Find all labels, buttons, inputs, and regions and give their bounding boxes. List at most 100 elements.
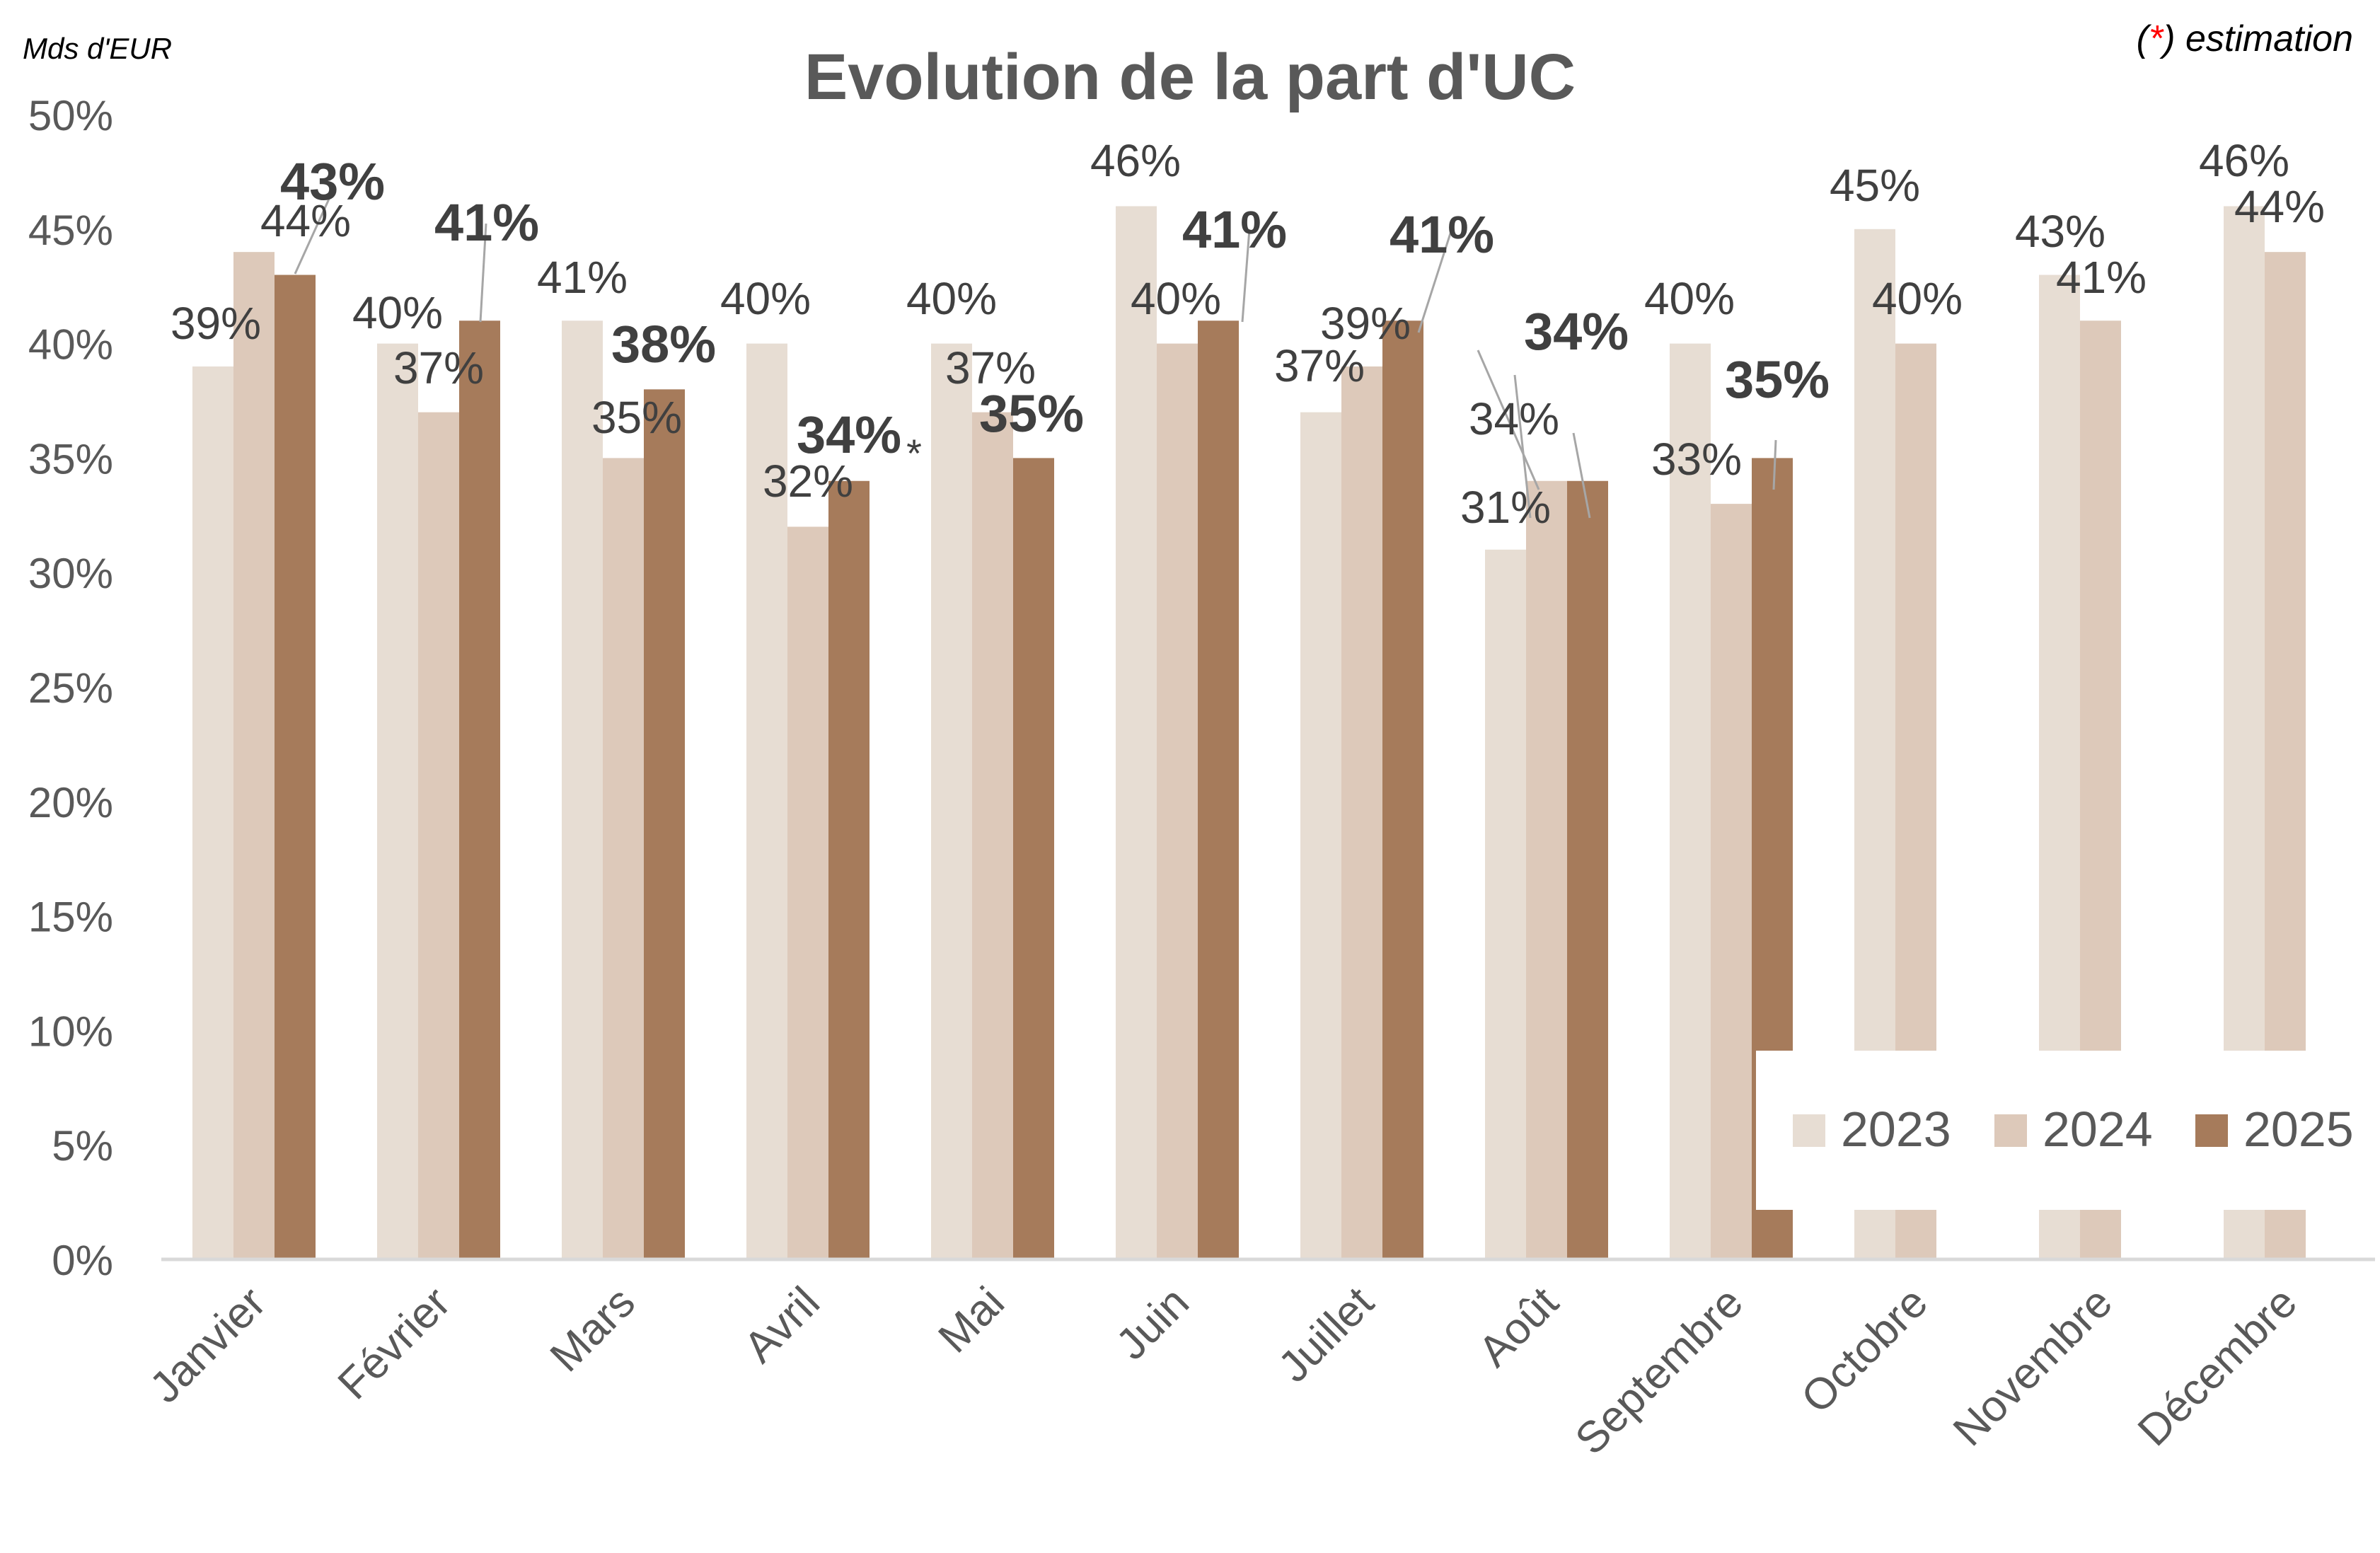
bar-2023: [746, 343, 787, 1260]
leader-line: [1417, 233, 1452, 333]
data-label-2024: 34%: [1469, 393, 1559, 444]
bar-2023: [562, 321, 603, 1259]
bar-2025: [1567, 480, 1608, 1259]
data-label-2023: 43%: [2015, 206, 2105, 257]
leader-line: [1513, 374, 1532, 519]
data-label-2025: 41%: [1182, 200, 1287, 259]
data-label-2024: 39%: [1320, 298, 1411, 349]
leader-line: [1241, 229, 1251, 323]
bar-group-6: [1300, 321, 1423, 1260]
data-label-2024: 44%: [2234, 181, 2325, 232]
data-label-2023: 37%: [1274, 340, 1365, 391]
y-tick-label: 45%: [28, 207, 113, 254]
legend-item-2024: 2024: [1994, 1102, 2153, 1157]
bar-2024: [1157, 343, 1198, 1260]
x-tick-label: Mars: [541, 1278, 645, 1381]
bar-2023: [931, 343, 972, 1260]
data-label-2023: 40%: [352, 287, 443, 338]
leader-line: [1572, 432, 1591, 519]
data-label-2024: 40%: [1131, 273, 1221, 324]
data-label-2024: 40%: [1872, 273, 1963, 324]
bar-2023: [377, 343, 418, 1260]
data-label-2024: 37%: [945, 342, 1036, 393]
bar-2024: [233, 252, 275, 1259]
x-axis: Janvier Février Mars Avril Mai Juin Juillet Aoû…: [141, 1278, 2306, 1464]
x-tick-label: Juin: [1107, 1278, 1198, 1369]
estimation-note: (*) estimation: [2137, 18, 2353, 59]
data-label-2023: 40%: [906, 273, 997, 324]
estimation-asterisk: *: [906, 431, 922, 475]
x-tick-label: Septembre: [1566, 1278, 1752, 1464]
y-tick-label: 50%: [28, 92, 113, 139]
bar-2023: [1670, 343, 1711, 1260]
bar-2023: [1116, 206, 1157, 1260]
bar-2025: [1013, 458, 1054, 1259]
bar-2024: [1711, 504, 1752, 1259]
bar-2025: [1382, 321, 1423, 1259]
leader-line: [479, 223, 487, 323]
data-label-2023: 39%: [171, 298, 261, 349]
y-tick-label: 0%: [52, 1237, 113, 1284]
data-label-2025: 43%: [280, 152, 385, 211]
label-leader-lines: [294, 189, 1777, 519]
bar-2025: [828, 480, 870, 1259]
data-label-2024: 44%: [260, 195, 351, 246]
legend-swatch: [1793, 1114, 1825, 1147]
y-axis: 0% 5% 10% 15% 20% 25% 30% 35% 40% 45% 50%: [28, 92, 113, 1284]
bar-group-2: [562, 321, 685, 1259]
legend-swatch: [2195, 1114, 2228, 1147]
leader-line: [294, 189, 335, 275]
bar-2024: [787, 526, 828, 1259]
bar-2024: [418, 412, 459, 1260]
note-star: *: [2149, 18, 2164, 59]
data-label-2023: 46%: [1090, 135, 1181, 186]
bar-2023: [192, 366, 233, 1260]
data-label-2023: 40%: [1644, 273, 1735, 324]
data-label-2025: 41%: [1390, 205, 1494, 264]
bar-2024: [972, 412, 1013, 1260]
x-tick-label: Août: [1469, 1278, 1568, 1376]
legend-item-2023: 2023: [1793, 1102, 1951, 1157]
bar-2024: [603, 458, 644, 1259]
x-tick-label: Mai: [929, 1278, 1013, 1362]
legend: 2023 2024 2025: [1756, 1051, 2380, 1210]
unit-label: Mds d'EUR: [23, 32, 172, 65]
data-label-2025: 35%: [1725, 350, 1830, 409]
y-tick-label: 15%: [28, 894, 113, 941]
bar-group-1: [377, 321, 500, 1260]
bar-group-7: [1485, 480, 1608, 1259]
bar-group-5: [1116, 206, 1239, 1260]
data-label-2025: 34%: [1524, 302, 1629, 361]
y-tick-label: 25%: [28, 664, 113, 712]
data-label-2023: 41%: [537, 252, 628, 303]
data-label-2024: 35%: [591, 392, 682, 443]
data-label-2025: 38%: [611, 315, 716, 374]
x-tick-label: Avril: [735, 1278, 829, 1372]
y-tick-label: 10%: [28, 1008, 113, 1055]
data-label-2025: 41%: [434, 193, 539, 252]
data-label-2023: 45%: [1830, 160, 1920, 211]
legend-background: [1756, 1051, 2380, 1210]
y-tick-label: 30%: [28, 550, 113, 597]
bar-2025: [459, 321, 500, 1259]
bar-group-8: [1670, 343, 1793, 1260]
legend-label: 2023: [1841, 1102, 1951, 1157]
data-label-2024: 37%: [393, 342, 484, 393]
y-tick-label: 5%: [52, 1122, 113, 1170]
bar-group-4: [931, 343, 1054, 1260]
x-tick-label: Octobre: [1792, 1278, 1937, 1423]
y-tick-label: 35%: [28, 435, 113, 483]
data-label-2023: 46%: [2199, 135, 2289, 186]
leader-line: [1772, 439, 1777, 490]
x-tick-label: Janvier: [141, 1278, 275, 1412]
data-label-2024: 33%: [1651, 434, 1742, 485]
data-label-2024: 41%: [2056, 252, 2147, 303]
bar-2024: [1526, 480, 1567, 1259]
legend-label: 2024: [2043, 1102, 2153, 1157]
data-labels: 39% 40%41% 40% 40%46%37%31%40%45%43%46%44%3…: [171, 135, 2325, 533]
legend-item-2025: 2025: [2195, 1102, 2354, 1157]
data-label-2025: 35%: [979, 384, 1084, 443]
bar-2025: [275, 275, 316, 1259]
data-label-2025: 34%: [797, 405, 901, 464]
